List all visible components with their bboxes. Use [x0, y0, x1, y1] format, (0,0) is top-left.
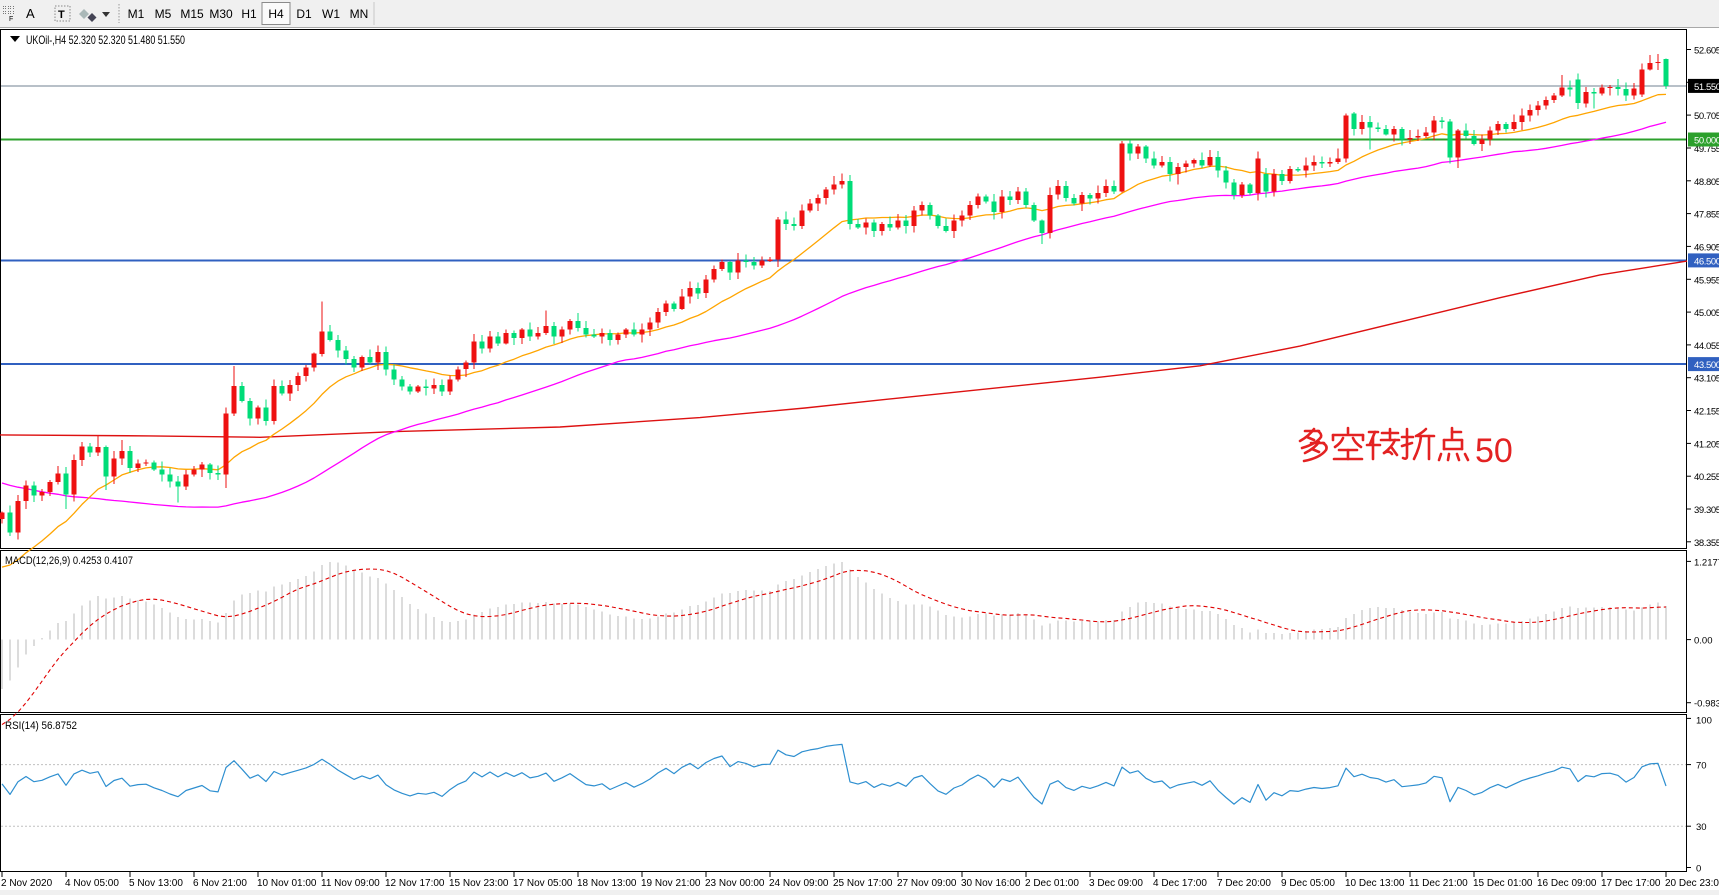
svg-text:12 Nov 17:00: 12 Nov 17:00 — [385, 878, 445, 889]
svg-text:10 Dec 13:00: 10 Dec 13:00 — [1345, 878, 1405, 889]
svg-text:17 Dec 17:00: 17 Dec 17:00 — [1601, 878, 1661, 889]
svg-text:30 Nov 16:00: 30 Nov 16:00 — [961, 878, 1021, 889]
svg-text:70: 70 — [1696, 761, 1707, 772]
svg-text:H4: H4 — [268, 7, 284, 21]
svg-text:-0.9832: -0.9832 — [1694, 699, 1719, 710]
svg-text:48.805: 48.805 — [1694, 177, 1719, 188]
svg-text:0.00: 0.00 — [1694, 636, 1713, 647]
svg-text:45.955: 45.955 — [1694, 275, 1719, 286]
svg-text:W1: W1 — [322, 7, 340, 21]
svg-text:50.000: 50.000 — [1694, 136, 1719, 147]
svg-text:F: F — [9, 16, 13, 23]
svg-text:45.005: 45.005 — [1694, 308, 1719, 319]
svg-text:UKOil-,H4 52.320 52.320 51.48: UKOil-,H4 52.320 52.320 51.480 51.550 — [26, 33, 185, 47]
svg-text:A: A — [26, 6, 35, 21]
svg-text:19 Nov 21:00: 19 Nov 21:00 — [641, 878, 701, 889]
svg-text:11 Dec 21:00: 11 Dec 21:00 — [1409, 878, 1468, 889]
svg-text:D1: D1 — [296, 7, 312, 21]
svg-text:17 Nov 05:00: 17 Nov 05:00 — [513, 878, 573, 889]
svg-text:24 Nov 09:00: 24 Nov 09:00 — [769, 878, 829, 889]
svg-text:50: 50 — [1475, 432, 1513, 470]
svg-text:41.205: 41.205 — [1694, 439, 1719, 450]
svg-text:4 Nov 05:00: 4 Nov 05:00 — [65, 878, 119, 889]
svg-text:39.305: 39.305 — [1694, 505, 1719, 516]
svg-text:30: 30 — [1696, 822, 1707, 833]
svg-text:M1: M1 — [128, 7, 145, 21]
svg-text:42.155: 42.155 — [1694, 407, 1719, 418]
svg-text:5 Nov 13:00: 5 Nov 13:00 — [129, 878, 183, 889]
svg-text:15 Dec 01:00: 15 Dec 01:00 — [1473, 878, 1533, 889]
svg-text:43.500: 43.500 — [1694, 360, 1719, 371]
svg-text:10 Nov 01:00: 10 Nov 01:00 — [257, 878, 317, 889]
svg-text:M5: M5 — [155, 7, 172, 21]
svg-text:MN: MN — [350, 7, 369, 21]
svg-text:38.355: 38.355 — [1694, 538, 1719, 549]
svg-text:9 Dec 05:00: 9 Dec 05:00 — [1281, 878, 1335, 889]
svg-text:44.055: 44.055 — [1694, 341, 1719, 352]
svg-text:40.255: 40.255 — [1694, 472, 1719, 483]
svg-text:M30: M30 — [209, 7, 233, 21]
svg-text:46.500: 46.500 — [1694, 256, 1719, 267]
svg-text:50.705: 50.705 — [1694, 111, 1719, 122]
svg-text:3 Dec 09:00: 3 Dec 09:00 — [1089, 878, 1143, 889]
svg-text:6 Nov 21:00: 6 Nov 21:00 — [193, 878, 247, 889]
svg-text:27 Nov 09:00: 27 Nov 09:00 — [897, 878, 957, 889]
svg-text:15 Nov 23:00: 15 Nov 23:00 — [449, 878, 509, 889]
svg-text:7 Dec 20:00: 7 Dec 20:00 — [1217, 878, 1271, 889]
svg-text:1.2177: 1.2177 — [1694, 557, 1719, 568]
svg-text:18 Nov 13:00: 18 Nov 13:00 — [577, 878, 637, 889]
svg-text:RSI(14) 56.8752: RSI(14) 56.8752 — [5, 720, 77, 732]
svg-text:0: 0 — [1696, 864, 1701, 875]
svg-text:2 Nov 2020: 2 Nov 2020 — [1, 878, 53, 889]
svg-text:20 Dec 23:00: 20 Dec 23:00 — [1665, 878, 1719, 889]
svg-text:2 Dec 01:00: 2 Dec 01:00 — [1025, 878, 1079, 889]
svg-text:MACD(12,26,9) 0.4253 0.4107: MACD(12,26,9) 0.4253 0.4107 — [5, 555, 133, 567]
svg-text:47.855: 47.855 — [1694, 210, 1719, 221]
svg-text:11 Nov 09:00: 11 Nov 09:00 — [321, 878, 380, 889]
svg-text:25 Nov 17:00: 25 Nov 17:00 — [833, 878, 893, 889]
svg-text:46.905: 46.905 — [1694, 242, 1719, 253]
svg-text:H1: H1 — [241, 7, 257, 21]
svg-text:23 Nov 00:00: 23 Nov 00:00 — [705, 878, 765, 889]
svg-text:43.105: 43.105 — [1694, 374, 1719, 385]
svg-text:16 Dec 09:00: 16 Dec 09:00 — [1537, 878, 1597, 889]
svg-text:52.605: 52.605 — [1694, 46, 1719, 57]
svg-text:51.550: 51.550 — [1694, 82, 1719, 93]
svg-text:4 Dec 17:00: 4 Dec 17:00 — [1153, 878, 1207, 889]
svg-text:M15: M15 — [180, 7, 204, 21]
svg-text:49.755: 49.755 — [1694, 144, 1719, 155]
svg-text:100: 100 — [1696, 715, 1712, 726]
svg-text:T: T — [58, 9, 65, 21]
